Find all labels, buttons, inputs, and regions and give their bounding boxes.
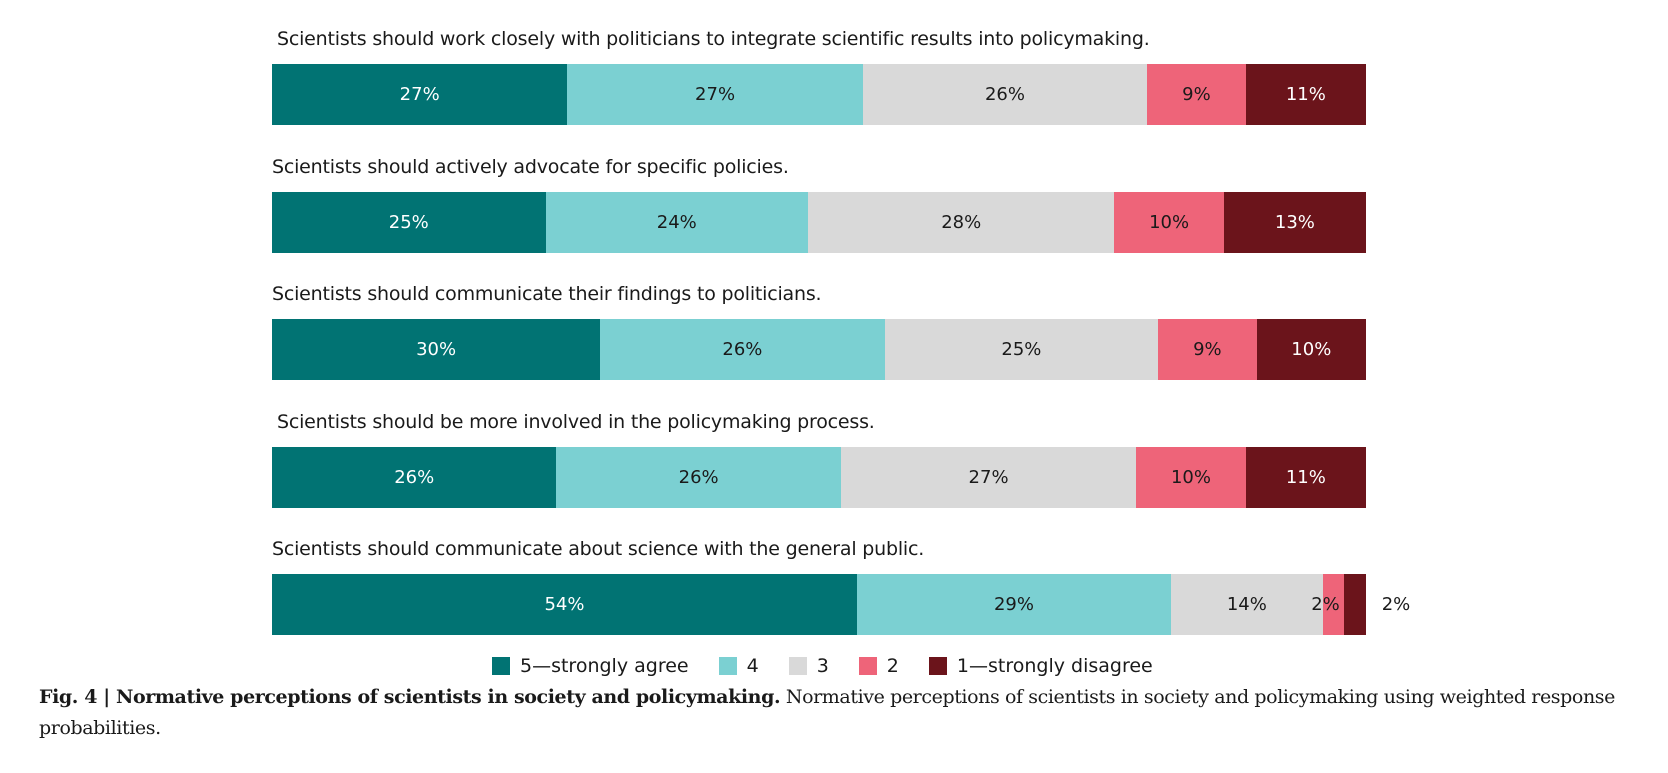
data-label: 2% xyxy=(1381,594,1411,615)
legend-label: 1—strongly disagree xyxy=(956,655,1153,677)
stacked-bar: 54% 29% 14% 2% 2% xyxy=(272,574,1410,635)
stacked-bar: 26% 26% 27% 10% 11% xyxy=(272,447,1367,508)
data-label: 26% xyxy=(984,84,1025,105)
data-label: 29% xyxy=(993,594,1034,615)
data-label: 26% xyxy=(678,467,719,488)
data-label: 25% xyxy=(1001,339,1042,360)
bar-segment xyxy=(1344,574,1367,635)
question-label: Scientists should actively advocate for … xyxy=(272,156,789,178)
bar-segment xyxy=(272,319,601,380)
data-label: 24% xyxy=(656,212,697,233)
data-label: 10% xyxy=(1291,339,1332,360)
legend-swatch xyxy=(718,657,737,675)
data-label: 28% xyxy=(941,212,982,233)
legend-label: 2 xyxy=(886,655,899,677)
question-label: Scientists should communicate about scie… xyxy=(272,538,925,560)
data-label: 11% xyxy=(1285,467,1326,488)
bar-segment xyxy=(272,447,557,508)
data-label: 26% xyxy=(394,467,435,488)
data-label: 27% xyxy=(399,84,440,105)
data-label: 27% xyxy=(968,467,1009,488)
bar-segment xyxy=(862,64,1148,125)
legend-item: 2 xyxy=(858,655,899,677)
bar-segment xyxy=(1136,447,1247,508)
legend-item: 4 xyxy=(718,655,759,677)
data-label: 9% xyxy=(1182,84,1211,105)
data-label: 54% xyxy=(544,594,585,615)
bar-segment xyxy=(856,574,1172,635)
bar-segment xyxy=(545,192,809,253)
legend-item: 5—strongly agree xyxy=(492,655,689,677)
data-label: 27% xyxy=(695,84,736,105)
bar-segment xyxy=(1245,64,1367,125)
data-label: 11% xyxy=(1285,84,1326,105)
legend-swatch xyxy=(492,657,510,675)
stacked-bar: 25% 24% 28% 10% 13% xyxy=(272,192,1367,253)
data-label: 10% xyxy=(1170,467,1211,488)
legend-label: 4 xyxy=(746,655,759,677)
bar-segment xyxy=(808,192,1115,253)
bar-segment xyxy=(272,192,546,253)
legend: 5—strongly agree 4 3 2 1—strongly disagree xyxy=(492,654,1183,678)
caption-text: Normative perceptions of scientists in s… xyxy=(39,686,1615,739)
data-label: 9% xyxy=(1193,339,1222,360)
legend-item: 1—strongly disagree xyxy=(928,655,1153,677)
bar-segment xyxy=(600,319,886,380)
bar-segment xyxy=(840,447,1137,508)
bar-segment xyxy=(272,64,568,125)
legend-label: 5—strongly agree xyxy=(520,655,689,677)
bar-segment xyxy=(567,64,864,125)
bar-segment xyxy=(1114,192,1225,253)
data-label: 2% xyxy=(1311,594,1340,615)
bar-segment xyxy=(272,574,858,635)
legend-swatch xyxy=(858,657,877,675)
legend-label: 3 xyxy=(816,655,829,677)
stacked-bar: 30% 26% 25% 9% 10% xyxy=(272,319,1367,380)
bar-segment xyxy=(1322,574,1345,635)
question-label: Scientists should communicate their find… xyxy=(272,283,822,305)
bar-segment xyxy=(556,447,842,508)
legend-item: 3 xyxy=(788,655,829,677)
data-label: 30% xyxy=(416,339,457,360)
legend-swatch xyxy=(928,657,947,675)
bar-segment xyxy=(1245,447,1367,508)
bar-segment xyxy=(1171,574,1324,635)
bar-segment xyxy=(884,319,1159,380)
figure-caption: Fig. 4 | Normative perceptions of scient… xyxy=(39,682,1639,744)
data-label: 10% xyxy=(1149,212,1190,233)
caption-title: Normative perceptions of scientists in s… xyxy=(115,686,781,708)
data-label: 14% xyxy=(1226,594,1267,615)
data-label: 13% xyxy=(1274,212,1315,233)
stacked-bar: 27% 27% 26% 9% 11% xyxy=(272,64,1367,125)
bar-segment xyxy=(1158,319,1258,380)
caption-fig-label: Fig. 4 | xyxy=(39,686,116,708)
data-label: 25% xyxy=(388,212,429,233)
bar-segment xyxy=(1223,192,1367,253)
question-label: Scientists should be more involved in th… xyxy=(277,411,875,433)
legend-swatch xyxy=(788,657,807,675)
bar-segment xyxy=(1147,64,1247,125)
data-label: 26% xyxy=(722,339,763,360)
question-label: Scientists should work closely with poli… xyxy=(277,28,1150,50)
bar-segment xyxy=(1256,319,1367,380)
